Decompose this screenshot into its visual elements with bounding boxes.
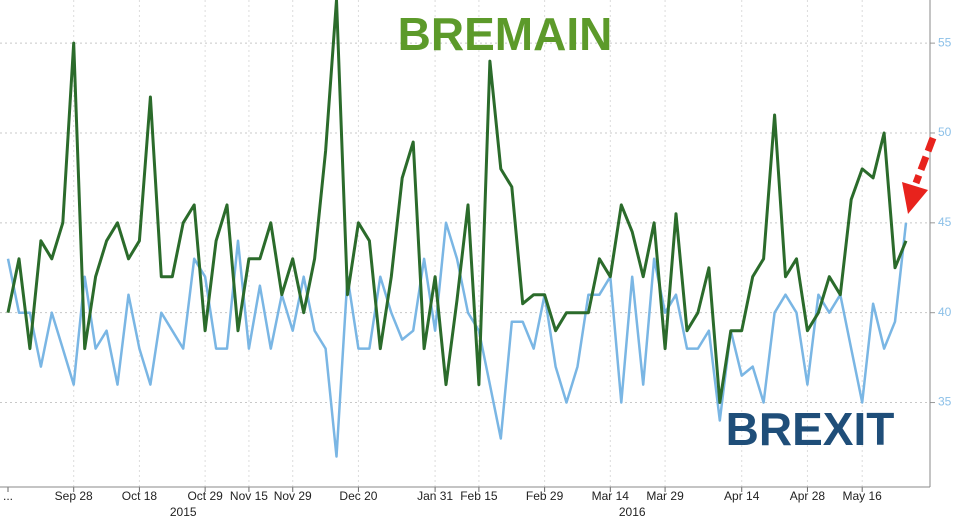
x-tick-label: Nov 15 (230, 489, 268, 503)
series-line (6, 221, 908, 458)
x-tick-label: Dec 20 (339, 489, 377, 503)
x-tick-label: Apr 14 (724, 489, 760, 503)
plot: 35 40 45 50 55... Sep 28 Oct 18 Oct 29 Nov 15 Nov… (0, 0, 952, 519)
arrow-shaft (912, 136, 937, 185)
x-tick-label: Mar 29 (646, 489, 684, 503)
y-tick-label: 50 (938, 125, 952, 139)
x-tick-label: ... (3, 489, 13, 503)
series-label: BREMAIN (398, 8, 613, 60)
x-tick-label: Jan 31 (417, 489, 453, 503)
x-tick-label: Sep 28 (55, 489, 93, 503)
x-tick-label: Feb 15 (460, 489, 498, 503)
x-tick-label: Apr 28 (790, 489, 826, 503)
x-tick-label: Feb 29 (526, 489, 564, 503)
y-tick-label: 35 (938, 395, 952, 409)
year-label: 2015 (170, 505, 197, 519)
arrow-head (902, 182, 928, 214)
x-tick-label: Nov 29 (274, 489, 312, 503)
y-tick-label: 45 (938, 215, 952, 229)
y-tick-label: 55 (938, 35, 952, 49)
series-label: BREXIT (726, 403, 895, 455)
y-tick-label: 40 (938, 305, 952, 319)
red-arrow (902, 136, 937, 214)
x-tick-label: Mar 14 (592, 489, 630, 503)
year-label: 2016 (619, 505, 646, 519)
x-tick-label: May 16 (843, 489, 883, 503)
x-tick-label: Oct 18 (122, 489, 158, 503)
x-tick-label: Oct 29 (187, 489, 223, 503)
series-line (6, 0, 908, 404)
